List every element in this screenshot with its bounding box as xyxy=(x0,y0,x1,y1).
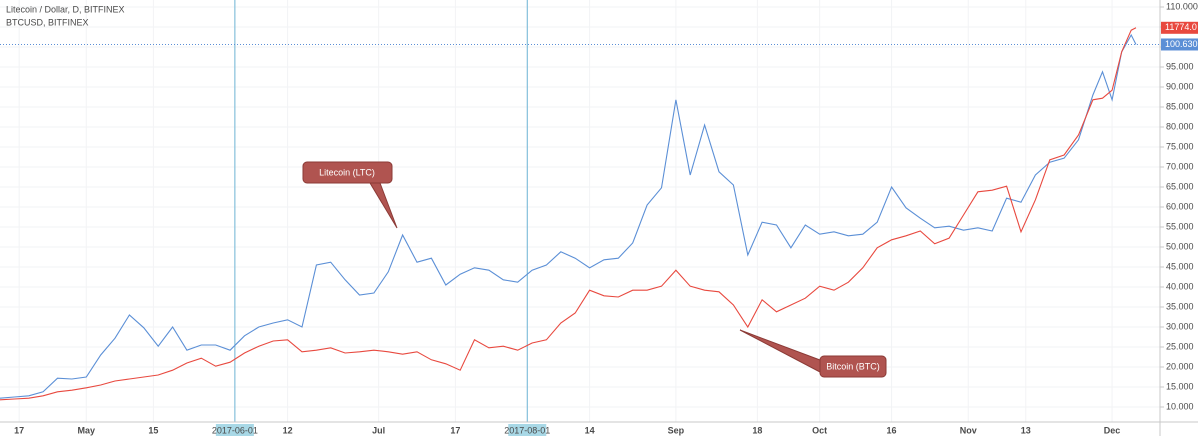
price-tag-label: 11774.0 xyxy=(1165,22,1197,32)
y-tick-label: 10.000 xyxy=(1166,401,1194,411)
x-tick-label: 17 xyxy=(14,425,24,435)
x-tick-label: 16 xyxy=(887,425,897,435)
plot xyxy=(0,27,1160,401)
x-tick-label: 2017-08-01 xyxy=(504,425,550,435)
x-tick-label: 15 xyxy=(148,425,158,435)
y-tick-label: 55.000 xyxy=(1166,221,1194,231)
x-tick-label: 14 xyxy=(585,425,595,435)
y-tick-label: 50.000 xyxy=(1166,241,1194,251)
annotation-ltc: Litecoin (LTC) xyxy=(302,161,398,229)
y-tick-label: 15.000 xyxy=(1166,381,1194,391)
annotation-box xyxy=(302,161,393,184)
x-tick-label: Dec xyxy=(1104,425,1121,435)
x-tick-label: 13 xyxy=(1021,425,1031,435)
annotation-text: Bitcoin (BTC) xyxy=(826,361,880,371)
series-line xyxy=(0,33,1137,399)
x-tick-highlight xyxy=(508,424,547,436)
price-tag xyxy=(1161,38,1198,51)
price-tag xyxy=(1161,21,1198,34)
y-tick-label: 60.000 xyxy=(1166,201,1194,211)
x-tick-label: 2017-06-01 xyxy=(212,425,258,435)
x-tick-label: Jul xyxy=(372,425,385,435)
x-tick-label: 12 xyxy=(283,425,293,435)
chart-title: Litecoin / Dollar, D, BITFINEX xyxy=(6,4,125,14)
y-tick-label: 65.000 xyxy=(1166,181,1194,191)
y-tick-label: 110.000 xyxy=(1166,1,1198,11)
annotation-text: Litecoin (LTC) xyxy=(319,167,375,177)
y-tick-label: 95.000 xyxy=(1166,61,1194,71)
x-tick-label: Oct xyxy=(812,425,827,435)
x-tick-label: 17 xyxy=(450,425,460,435)
y-tick-label: 25.000 xyxy=(1166,341,1194,351)
axis: 10.000 15.000 20.000 25.000 30.000 35.000 40.0… xyxy=(14,1,1198,436)
y-tick-label: 45.000 xyxy=(1166,261,1194,271)
y-tick-label: 70.000 xyxy=(1166,161,1194,171)
annotation-box xyxy=(819,355,887,378)
x-tick-label: 18 xyxy=(752,425,762,435)
x-tick-highlight xyxy=(215,424,254,436)
y-tick-label: 30.000 xyxy=(1166,321,1194,331)
y-tick-label: 90.000 xyxy=(1166,81,1194,91)
chart-subtitle: BTCUSD, BITFINEX xyxy=(6,17,89,27)
y-tick-label: 80.000 xyxy=(1166,121,1194,131)
series-line xyxy=(0,27,1137,401)
y-tick-label: 85.000 xyxy=(1166,101,1194,111)
y-tick-label: 75.000 xyxy=(1166,141,1194,151)
annotation-btc: Bitcoin (BTC) xyxy=(739,329,887,378)
y-tick-label: 40.000 xyxy=(1166,281,1194,291)
x-tick-label: Nov xyxy=(960,425,977,435)
price-tag-label: 100.630 xyxy=(1165,39,1198,49)
y-tick-label: 20.000 xyxy=(1166,361,1194,371)
grid xyxy=(0,0,1160,422)
y-tick-label: 35.000 xyxy=(1166,301,1194,311)
x-tick-label: May xyxy=(78,425,96,435)
x-tick-label: Sep xyxy=(668,425,685,435)
